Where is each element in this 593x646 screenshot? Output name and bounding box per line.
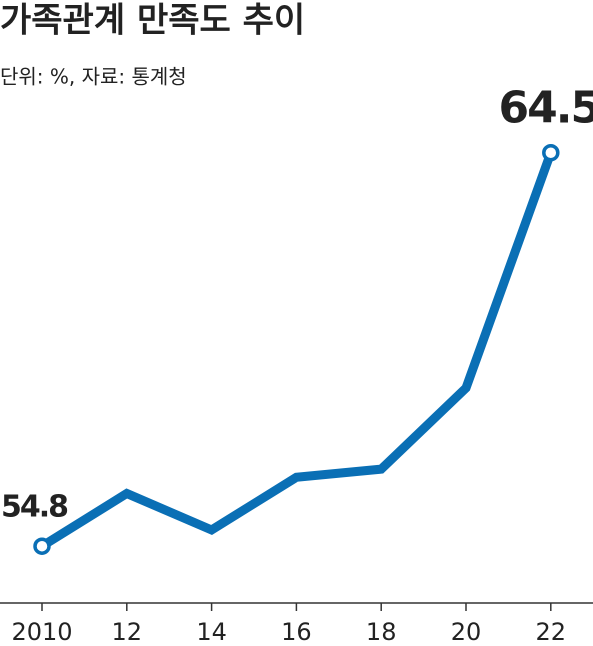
line [39,151,556,551]
x-tick-label: 16 [281,618,312,646]
chart-title: 가족관계 만족도 추이 [0,1,305,41]
value-label: 64.5 [499,83,593,134]
x-tick-label: 2010 [11,618,72,646]
x-tick-label: 12 [112,618,143,646]
value-label: 54.8 [1,490,68,525]
chart-subtitle: 단위: %, 자료: 통계청 [0,65,187,89]
marker [542,143,560,162]
x-tick-label: 14 [196,618,227,646]
x-tick-label: 18 [366,618,397,646]
x-tick-label: 22 [536,618,567,646]
marker [33,537,51,555]
x-tick-label: 20 [451,618,482,646]
